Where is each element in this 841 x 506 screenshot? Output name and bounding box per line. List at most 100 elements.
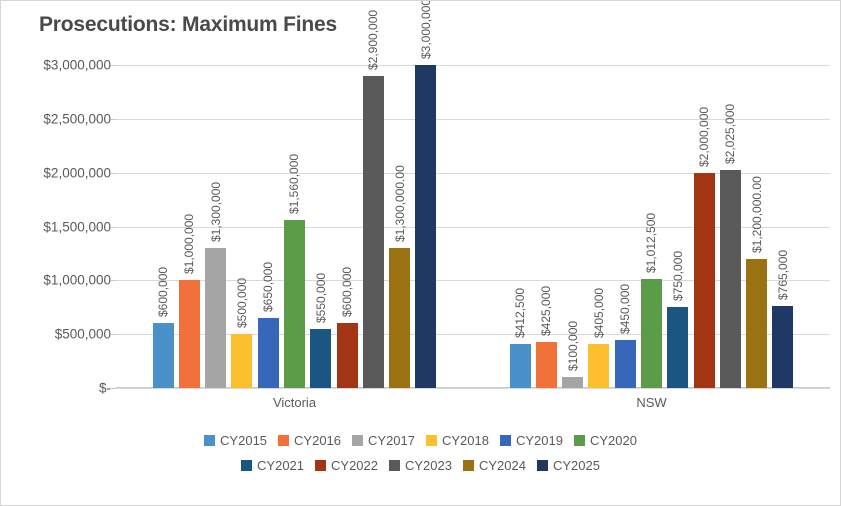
legend-item-cy2020[interactable]: CY2020 xyxy=(573,433,637,448)
bar-value-label: $412,500 xyxy=(513,287,528,338)
legend-item-cy2019[interactable]: CY2019 xyxy=(499,433,563,448)
bar-value-label: $500,000 xyxy=(234,278,249,329)
bar-value-label: $2,900,000 xyxy=(366,9,381,70)
y-axis-tick-label: $2,500,000 xyxy=(43,111,111,127)
legend-item-label: CY2021 xyxy=(257,458,305,473)
y-axis-tick-label: $- xyxy=(98,380,111,396)
y-axis: $- $500,000 $1,000,000 $1,500,000 $2,000,000… xyxy=(1,58,116,396)
bar: $650,000 xyxy=(257,262,279,388)
bar-value-label: $1,200,000.00 xyxy=(749,176,764,253)
legend-item-label: CY2018 xyxy=(442,433,489,448)
bar-value-label: $100,000 xyxy=(565,321,580,372)
bar: $765,000 xyxy=(772,250,794,388)
legend-swatch-icon xyxy=(536,460,548,471)
bar-value-label: $2,025,000 xyxy=(723,103,738,164)
legend-swatch-icon xyxy=(204,435,216,446)
legend-item-label: CY2022 xyxy=(331,458,378,473)
plot-area: $600,000 $1,000,000 $1,300,000 $500,000 $650… xyxy=(116,1,830,389)
bar-value-label: $1,300,000 xyxy=(208,181,223,243)
y-axis-tick-label: $1,500,000 xyxy=(43,219,111,234)
bar-value-label: $550,000 xyxy=(313,272,328,323)
bar: $100,000 xyxy=(562,321,584,388)
bar: $412,500 xyxy=(509,288,531,388)
legend-item-cy2017[interactable]: CY2017 xyxy=(352,433,415,448)
bar: $450,000 xyxy=(614,284,636,388)
bar: $2,025,000 xyxy=(719,104,741,388)
bar-value-label: $425,000 xyxy=(539,286,554,337)
y-axis-tick-mark xyxy=(111,65,116,66)
chart-legend: CY2015 CY2016 CY2017 CY2018 CY2019 CY2020 CY20… xyxy=(1,433,840,483)
y-axis-tick-label: $2,000,000 xyxy=(43,165,111,181)
legend-swatch-icon xyxy=(426,435,437,446)
x-axis-category-label: Victoria xyxy=(272,395,317,410)
bar-value-label: $1,000,000 xyxy=(182,214,197,275)
legend-item-cy2015[interactable]: CY2015 xyxy=(204,433,267,448)
legend-item-label: CY2024 xyxy=(478,458,526,473)
bar: $1,000,000 xyxy=(178,214,200,388)
legend-item-cy2023[interactable]: CY2023 xyxy=(389,458,452,473)
gridline xyxy=(116,226,830,228)
bar: $600,000 xyxy=(152,267,174,388)
bar: $600,000 xyxy=(336,267,358,388)
bar-value-label: $750,000 xyxy=(670,251,685,302)
bar: $425,000 xyxy=(535,286,557,388)
x-axis-category-label: NSW xyxy=(636,395,667,410)
gridline xyxy=(116,65,830,66)
legend-item-cy2024[interactable]: CY2024 xyxy=(462,458,526,473)
y-axis-tick-mark xyxy=(111,280,116,282)
y-axis-tick-label: $1,000,000 xyxy=(43,272,111,288)
legend-item-cy2025[interactable]: CY2025 xyxy=(536,458,600,473)
bar-value-label: $600,000 xyxy=(156,267,171,318)
legend-item-label: CY2016 xyxy=(294,433,342,448)
bar: $750,000 xyxy=(667,251,689,388)
legend-swatch-icon xyxy=(573,435,585,446)
gridline xyxy=(116,334,830,336)
y-axis-tick-mark xyxy=(111,226,116,228)
legend-item-label: CY2019 xyxy=(515,433,563,448)
y-axis-tick-mark xyxy=(111,118,116,120)
bar-value-label: $1,012,500 xyxy=(644,212,659,273)
bar-value-label: $405,000 xyxy=(591,288,606,339)
legend-row: CY2021 CY2022 CY2023 CY2024 CY2025 xyxy=(1,458,840,473)
legend-item-label: CY2015 xyxy=(220,433,268,448)
legend-item-label: CY2020 xyxy=(589,433,637,448)
gridline xyxy=(116,388,830,389)
chart-title: Prosecutions: Maximum Fines xyxy=(39,13,338,36)
legend-swatch-icon xyxy=(352,435,364,446)
bar: $2,900,000 xyxy=(362,10,384,388)
gridline xyxy=(116,280,830,282)
bar-value-label: $600,000 xyxy=(340,267,355,318)
bar: $1,300,000 xyxy=(205,182,227,388)
bar-value-label: $1,300,000.00 xyxy=(392,165,407,243)
legend-swatch-icon xyxy=(278,435,290,446)
y-axis-tick-mark xyxy=(111,172,116,174)
bar: $405,000 xyxy=(588,288,610,388)
legend-item-label: CY2025 xyxy=(552,458,600,473)
bar-value-label: $765,000 xyxy=(775,249,790,300)
y-axis-tick-mark xyxy=(111,388,116,389)
legend-swatch-icon xyxy=(462,460,474,471)
legend-row: CY2015 CY2016 CY2017 CY2018 CY2019 CY2020 xyxy=(1,433,840,448)
legend-item-label: CY2023 xyxy=(405,458,452,473)
legend-swatch-icon xyxy=(315,460,327,471)
legend-item-cy2016[interactable]: CY2016 xyxy=(278,433,341,448)
y-axis-tick-mark xyxy=(111,334,116,336)
gridline xyxy=(116,118,830,120)
legend-swatch-icon xyxy=(241,460,253,471)
axis-baseline xyxy=(116,387,830,388)
bar: $1,560,000 xyxy=(283,154,305,388)
legend-swatch-icon xyxy=(389,460,400,471)
y-axis-tick-label: $500,000 xyxy=(54,326,111,342)
legend-item-cy2018[interactable]: CY2018 xyxy=(426,433,489,448)
bar-value-label: $1,560,000 xyxy=(287,153,302,215)
legend-item-cy2021[interactable]: CY2021 xyxy=(241,458,304,473)
bar: $1,300,000.00 xyxy=(389,165,411,388)
bar-value-label: $3,000,000 xyxy=(418,0,433,59)
gridline xyxy=(116,172,830,174)
bar-value-label: $650,000 xyxy=(261,261,276,313)
legend-item-cy2022[interactable]: CY2022 xyxy=(315,458,378,473)
y-axis-tick-label: $3,000,000 xyxy=(43,57,111,73)
bar-value-label: $2,000,000 xyxy=(697,106,712,167)
legend-item-label: CY2017 xyxy=(368,433,415,448)
